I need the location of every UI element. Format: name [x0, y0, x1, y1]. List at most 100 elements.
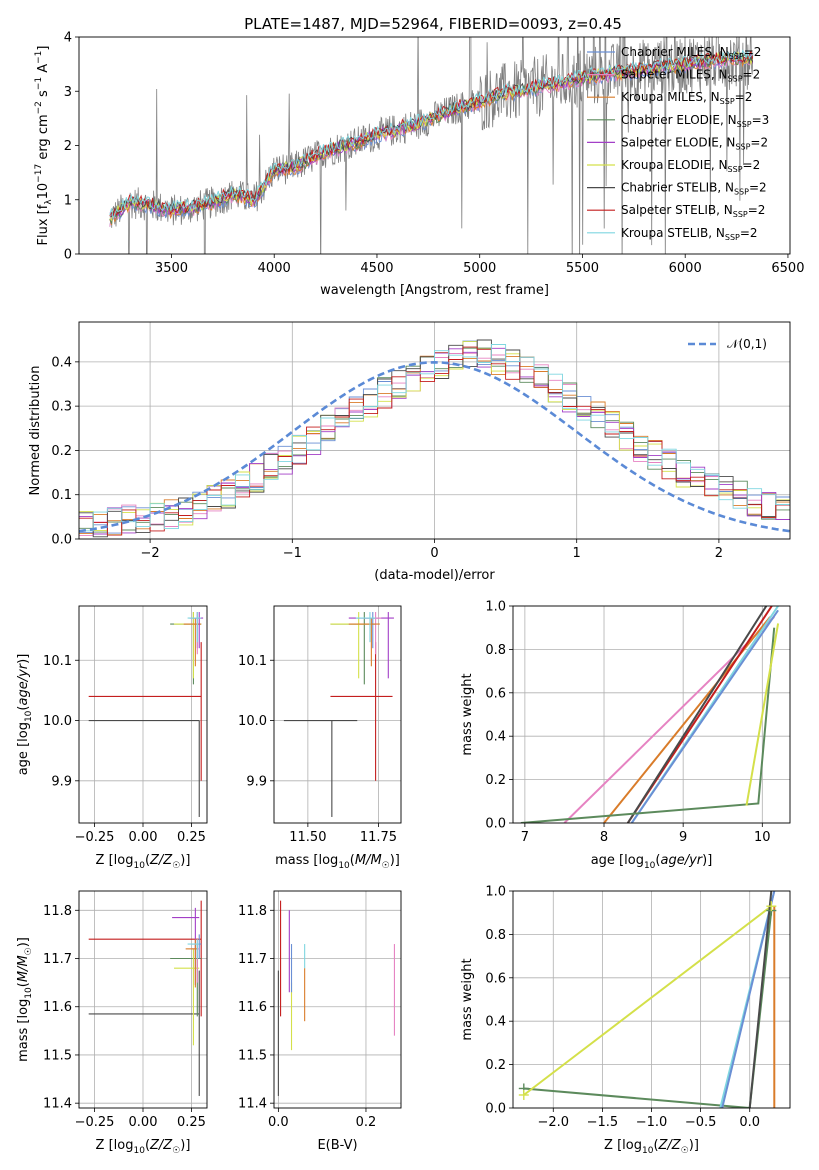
x-tick-label: 0.0 — [739, 1115, 760, 1130]
histogram-7 — [79, 346, 790, 536]
y-tick-label: 0.3 — [51, 400, 72, 415]
spectrum-ticks: 3500 4000 4500 5000 5500 6000 6500 0 1 2 3 4 — [64, 31, 805, 277]
y-tick-label: 11.5 — [238, 1048, 267, 1063]
y-tick-label: 9.9 — [51, 774, 72, 789]
x-tick-label: 1 — [573, 546, 581, 561]
y-tick-label: 0.4 — [485, 1015, 506, 1030]
x-axis-label: Z [log10(Z/Z☉)] — [604, 1138, 699, 1156]
age_vs_mass-frame — [273, 605, 402, 824]
legend-entry: Salpeter MILES, NSSP=2 — [621, 68, 760, 84]
y-tick-label: 10.1 — [43, 654, 72, 669]
gaussian-curve — [79, 360, 790, 533]
spectrum-plot-area — [109, 37, 754, 254]
massweight_vs_Z-plot-area — [518, 891, 777, 1108]
x-tick-label: −2 — [141, 546, 160, 561]
y-tick-label: 0.8 — [485, 643, 506, 658]
legend-entry: 𝒩(0,1) — [727, 337, 767, 351]
x-tick-label: −2.0 — [537, 1115, 569, 1130]
x-axis-label: mass [log10(M/M☉)] — [275, 853, 400, 871]
y-tick-label: 0 — [64, 248, 72, 263]
x-tick-label: 0.00 — [129, 830, 158, 845]
age_vs_mass-ticks: 11.50 11.75 9.9 10.0 10.1 — [238, 654, 397, 845]
residuals-ticks: −2 −1 0 1 2 0.0 0.1 0.2 0.3 0.4 — [51, 355, 723, 561]
x-tick-label: −0.25 — [75, 830, 115, 845]
x-axis-label: Z [log10(Z/Z☉)] — [96, 853, 191, 871]
x-tick-label: −0.25 — [75, 1115, 115, 1130]
model-8 — [109, 49, 753, 220]
x-tick-label: 9 — [679, 830, 687, 845]
y-tick-label: 11.7 — [43, 952, 72, 967]
mass_vs_Z-ticks: −0.25 0.00 0.25 11.4 11.5 11.6 11.7 11.8 — [43, 904, 206, 1130]
mass_vs_ebv-ticks: 0.0 0.2 11.4 11.5 11.6 11.7 11.8 — [238, 904, 376, 1130]
mass_vs_Z-grid — [79, 891, 207, 1108]
x-tick-label: 2 — [715, 546, 723, 561]
massweight_vs_Z-ticks: −2.0 −1.5 −1.0 −0.5 0.0 0.0 0.2 0.4 0.6 0.8 1.0 — [485, 885, 760, 1131]
y-tick-label: 10.0 — [43, 714, 72, 729]
weight-line — [721, 891, 776, 1108]
y-tick-label: 1 — [64, 193, 72, 208]
x-tick-label: 8 — [600, 830, 608, 845]
y-tick-label: 0.0 — [51, 533, 72, 548]
weight-line — [626, 606, 768, 823]
x-tick-label: 5000 — [463, 261, 496, 276]
y-tick-label: 11.8 — [43, 904, 72, 919]
y-tick-label: 0.0 — [485, 1102, 506, 1117]
legend-entry: Kroupa ELODIE, NSSP=2 — [621, 158, 760, 174]
mass_vs_ebv-panel: 0.0 0.2 11.4 11.5 11.6 11.7 11.8 E(B-V) — [238, 890, 402, 1153]
x-tick-label: 3500 — [155, 261, 188, 276]
age_vs_Z-panel: −0.25 0.00 0.25 9.9 10.0 10.1 Z [log10(Z/Z☉)] a… — [16, 605, 208, 871]
age_vs_mass-plot-area — [283, 612, 394, 817]
spectrum-frame — [78, 36, 791, 255]
age_vs_Z-ticks: −0.25 0.00 0.25 9.9 10.0 10.1 — [43, 654, 206, 845]
x-tick-label: 10 — [754, 830, 771, 845]
x-tick-label: 5500 — [566, 261, 599, 276]
y-tick-label: 10.1 — [238, 654, 267, 669]
y-tick-label: 11.5 — [43, 1048, 72, 1063]
x-tick-label: 0 — [430, 546, 438, 561]
y-axis-label: mass weight — [460, 958, 475, 1040]
massweight_vs_age-plot-area — [520, 606, 780, 823]
chart-layer: 3500 4000 4500 5000 5500 6000 6500 0 1 2 3 4 Chabrie… — [16, 31, 805, 1157]
x-axis-label: Z [log10(Z/Z☉)] — [96, 1138, 191, 1156]
age_vs_Z-frame — [78, 605, 208, 824]
residuals-frame — [78, 321, 791, 540]
y-tick-label: 11.6 — [238, 1000, 267, 1015]
y-tick-label: 0.2 — [51, 444, 72, 459]
y-tick-label: 4 — [64, 31, 72, 46]
mass_vs_Z-panel: −0.25 0.00 0.25 11.4 11.5 11.6 11.7 11.8 Z [log1… — [16, 890, 208, 1156]
y-tick-label: 0.8 — [485, 928, 506, 943]
y-tick-label: 0.4 — [51, 355, 72, 370]
mass_vs_ebv-grid — [274, 891, 401, 1108]
legend-entry: Chabrier MILES, NSSP=2 — [621, 45, 761, 61]
y-axis-label: mass [log10(M/M☉)] — [16, 937, 34, 1062]
y-tick-label: 9.9 — [246, 774, 267, 789]
legend-entry: Chabrier STELIB, NSSP=2 — [621, 181, 767, 197]
weight-line — [603, 616, 771, 823]
x-axis-label: E(B-V) — [317, 1138, 357, 1153]
y-tick-label: 11.8 — [238, 904, 267, 919]
legend-entry: Kroupa STELIB, NSSP=2 — [621, 226, 758, 242]
spectrum-legend: Chabrier MILES, NSSP=2 Salpeter MILES, NS… — [587, 45, 769, 242]
x-tick-label: 7 — [521, 830, 529, 845]
weight-line — [520, 627, 776, 823]
mass_vs_Z-frame — [78, 890, 208, 1109]
y-axis-label: mass weight — [460, 673, 475, 755]
spectrum-title: PLATE=1487, MJD=52964, FIBERID=0093, z=0… — [244, 15, 622, 33]
massweight_vs_Z-panel: −2.0 −1.5 −1.0 −0.5 0.0 0.0 0.2 0.4 0.6 0.8 1.0 mas… — [460, 885, 791, 1156]
x-axis-label: age [log10(age/yr)] — [591, 853, 713, 871]
massweight_vs_age-grid — [513, 605, 790, 824]
x-tick-label: 4000 — [258, 261, 291, 276]
residuals-plot-area — [79, 339, 790, 538]
x-tick-label: 11.75 — [360, 830, 397, 845]
weight-line — [523, 910, 773, 1108]
y-tick-label: 1.0 — [485, 600, 506, 615]
weight-line — [563, 616, 775, 823]
x-tick-label: 0.25 — [177, 830, 206, 845]
age_vs_mass-panel: 11.50 11.75 9.9 10.0 10.1 mass [log10(M/M☉)] — [238, 605, 402, 871]
y-tick-label: 11.7 — [238, 952, 267, 967]
x-tick-label: 6500 — [771, 261, 804, 276]
x-tick-label: 6000 — [669, 261, 702, 276]
x-axis-label: (data-model)/error — [374, 568, 495, 583]
y-tick-label: 0.1 — [51, 488, 72, 503]
x-tick-label: 0.25 — [177, 1115, 206, 1130]
